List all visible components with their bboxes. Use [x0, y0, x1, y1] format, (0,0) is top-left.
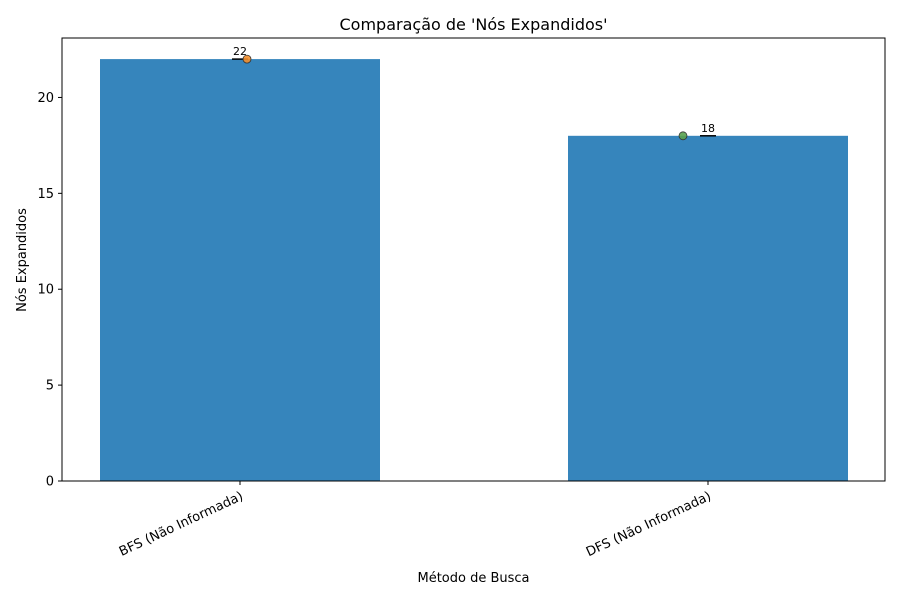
y-tick-label-3: 15	[37, 187, 54, 202]
data-label-0: 22	[233, 45, 247, 58]
bar-1	[568, 135, 848, 482]
point-marker-1	[678, 131, 688, 141]
point-marker-0	[242, 54, 252, 64]
data-label-1: 18	[701, 122, 715, 135]
y-tick-label-4: 20	[37, 91, 54, 106]
y-tick-label-0: 0	[46, 475, 54, 490]
chart-title: Comparação de 'Nós Expandidos'	[340, 15, 608, 34]
x-axis-label: Método de Busca	[417, 571, 529, 586]
y-tick-label-2: 10	[37, 283, 54, 298]
plot-frame	[61, 37, 886, 482]
y-axis-label: Nós Expandidos	[15, 208, 30, 312]
x-tick-label-1: DFS (Não Informada)	[584, 489, 714, 560]
bar-0	[100, 59, 380, 481]
plot-area: 22 18 0 5 10 15 20 BFS (Não Informada) DFS (Não …	[37, 37, 886, 560]
y-tick-label-1: 5	[46, 379, 54, 394]
x-tick-label-0: BFS (Não Informada)	[117, 489, 246, 560]
